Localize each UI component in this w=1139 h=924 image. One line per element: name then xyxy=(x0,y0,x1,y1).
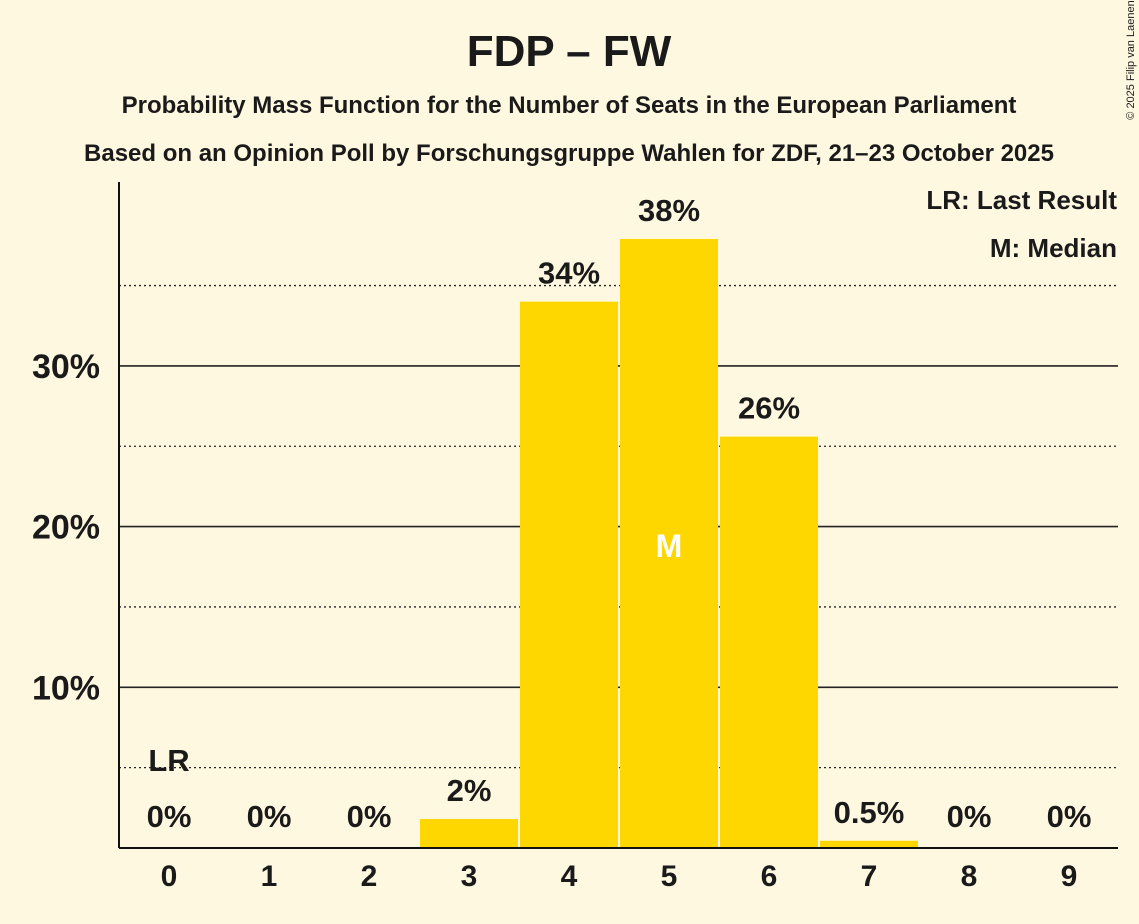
data-label: 0.5% xyxy=(834,795,905,830)
data-label: 0% xyxy=(1047,799,1092,834)
data-label: 0% xyxy=(147,799,192,834)
bar xyxy=(520,301,618,848)
bar xyxy=(620,238,718,848)
data-label: 26% xyxy=(738,391,800,426)
data-label: 34% xyxy=(538,256,600,291)
bar xyxy=(820,840,918,848)
legend-median: M: Median xyxy=(990,233,1117,263)
x-tick-label: 4 xyxy=(561,860,578,893)
x-tick-label: 9 xyxy=(1061,860,1078,893)
data-label: 2% xyxy=(447,773,492,808)
y-tick-label: 30% xyxy=(32,348,100,386)
x-tick-label: 8 xyxy=(961,860,978,893)
data-label: 0% xyxy=(347,799,392,834)
y-tick-label: 20% xyxy=(32,509,100,547)
x-tick-label: 5 xyxy=(661,860,678,893)
x-tick-label: 2 xyxy=(361,860,378,893)
legend-last-result: LR: Last Result xyxy=(926,185,1117,215)
data-label: 0% xyxy=(947,799,992,834)
chart-subtitle: Probability Mass Function for the Number… xyxy=(122,92,1017,119)
x-tick-label: 0 xyxy=(161,860,178,893)
data-label: 38% xyxy=(638,193,700,228)
x-tick-label: 1 xyxy=(261,860,278,893)
last-result-marker: LR xyxy=(148,743,189,778)
x-tick-label: 3 xyxy=(461,860,478,893)
bar xyxy=(420,819,518,848)
x-tick-label: 7 xyxy=(861,860,878,893)
copyright: © 2025 Filip van Laenen xyxy=(1125,0,1137,119)
chart-title: FDP – FW xyxy=(467,27,672,76)
chart-subtitle-2: Based on an Opinion Poll by Forschungsgr… xyxy=(84,140,1054,167)
bar xyxy=(720,436,818,848)
median-marker: M xyxy=(656,528,683,564)
data-label: 0% xyxy=(247,799,292,834)
x-tick-label: 6 xyxy=(761,860,778,893)
y-tick-label: 10% xyxy=(32,669,100,707)
